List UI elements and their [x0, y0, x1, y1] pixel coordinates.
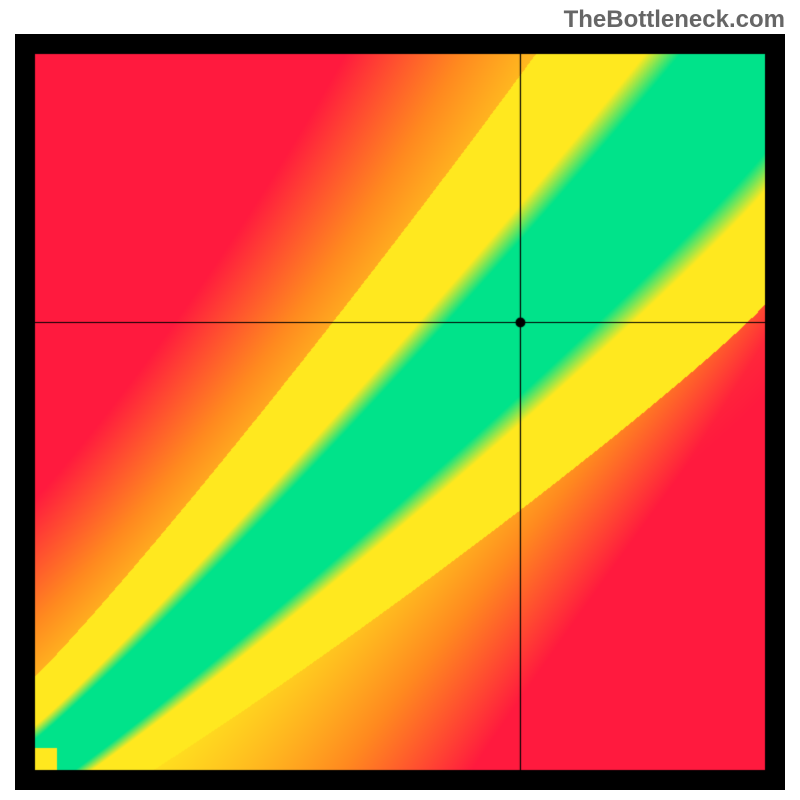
bottleneck-heatmap	[15, 34, 785, 790]
watermark-text: TheBottleneck.com	[564, 6, 785, 34]
chart-frame	[15, 34, 785, 790]
chart-container: TheBottleneck.com	[0, 0, 800, 800]
